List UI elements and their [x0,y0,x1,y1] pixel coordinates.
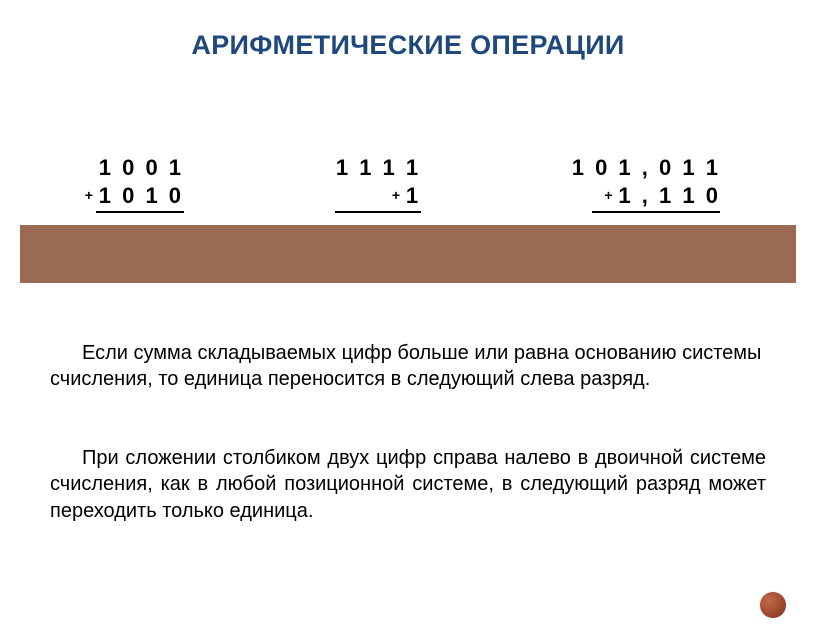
plus-icon: + [85,187,93,203]
problem-1-bottom-row: + 1 0 1 0 [99,183,184,209]
paragraph-2: При сложении столбиком двух цифр справа … [50,445,766,524]
problem-2-bottom: 1 [406,183,421,209]
problem-3-bottom: 1 , 1 1 0 [618,183,720,209]
page-title: АРИФМЕТИЧЕСКИЕ ОПЕРАЦИИ [0,30,816,61]
problem-3-top: 1 0 1 , 0 1 1 [572,155,721,181]
problem-1-top: 1 0 0 1 [99,155,184,181]
addition-problems-row: 1 0 0 1 + 1 0 1 0 1 1 1 1 + 1 1 0 1 , 0 … [20,155,796,213]
problem-2-bottom-row: + 1 [406,183,421,209]
problem-1-bottom: 1 0 1 0 [99,183,184,209]
problem-2: 1 1 1 1 + 1 [335,155,421,213]
plus-icon: + [392,187,400,203]
problem-1: 1 0 0 1 + 1 0 1 0 [96,155,184,213]
answer-cover-block [20,225,796,283]
problem-2-rule [335,211,421,213]
problem-2-top: 1 1 1 1 [336,155,421,181]
plus-icon: + [604,187,612,203]
problem-1-rule [96,211,184,213]
slide-indicator-icon [760,592,786,618]
paragraph-1: Если сумма складываемых цифр больше или … [50,340,766,393]
problem-3-rule [592,211,720,213]
problem-3: 1 0 1 , 0 1 1 + 1 , 1 1 0 [572,155,721,213]
problem-3-bottom-row: + 1 , 1 1 0 [618,183,720,209]
